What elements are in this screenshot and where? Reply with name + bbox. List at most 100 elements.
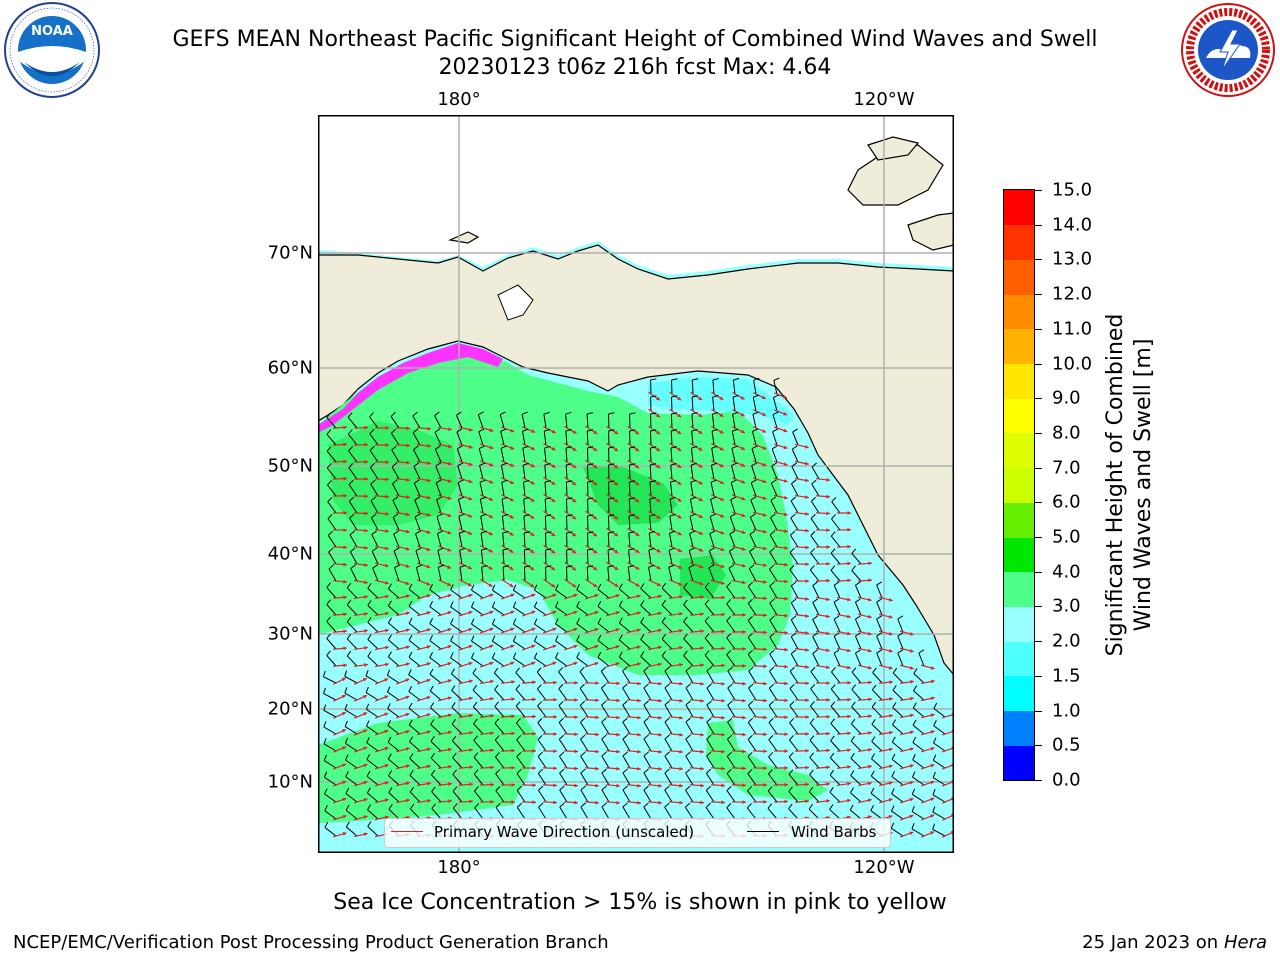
wind-barb (669, 513, 676, 531)
wind-barb (349, 513, 358, 531)
wave-direction-arrow (752, 749, 768, 754)
wind-barb (586, 565, 594, 582)
colorbar-tick-label: 12.0 (1052, 283, 1093, 305)
wind-barb (664, 734, 673, 752)
wind-barb (393, 547, 400, 565)
wind-barb (415, 564, 423, 582)
wave-direction-arrow (689, 595, 705, 600)
wind-barb (387, 651, 400, 667)
wave-field-max-central (583, 465, 678, 525)
wind-barb (367, 600, 379, 616)
wind-barb (580, 768, 589, 786)
lat-label-30n: 30°N (267, 623, 313, 645)
wind-barb (747, 786, 757, 803)
wave-direction-arrow (773, 494, 788, 500)
wind-barb (711, 428, 718, 446)
wave-direction-arrow (584, 627, 599, 634)
wind-barb (892, 719, 904, 735)
wind-barb (912, 719, 925, 735)
wave-direction-arrow (774, 392, 788, 399)
wave-direction-arrow (647, 732, 663, 737)
wave-direction-arrow (353, 579, 368, 585)
wave-direction-arrow (920, 814, 935, 821)
wave-direction-arrow (920, 747, 935, 753)
wind-barb (369, 412, 379, 429)
wind-barb (586, 548, 594, 565)
wave-direction-arrow (752, 715, 768, 720)
wave-direction-arrow (753, 392, 767, 400)
wind-barb (323, 754, 337, 769)
wind-barb (640, 651, 652, 667)
wave-direction-arrow (899, 730, 914, 736)
wind-barb (323, 738, 337, 752)
wind-barb (387, 634, 400, 650)
wave-direction-arrow (710, 579, 725, 585)
wind-barb (728, 564, 736, 582)
wave-direction-arrow (437, 747, 452, 753)
wind-barb (366, 787, 379, 803)
wave-direction-arrow (374, 579, 389, 585)
wave-direction-arrow (416, 460, 431, 465)
wave-direction-arrow (500, 610, 515, 617)
land-island-4 (907, 212, 954, 251)
wind-barb (871, 719, 883, 735)
wave-direction-arrow (731, 630, 747, 634)
wind-barb (516, 802, 526, 820)
wave-direction-arrow (668, 594, 683, 600)
wind-barb (622, 717, 631, 735)
wind-barb (664, 700, 673, 718)
wind-barb (810, 548, 820, 565)
wind-barb (854, 632, 862, 650)
wind-barb (437, 547, 444, 565)
wave-direction-arrow (374, 562, 389, 568)
wave-direction-arrow (731, 613, 747, 617)
wave-direction-arrow (794, 648, 809, 652)
wave-direction-arrow (395, 494, 410, 499)
wind-barb (643, 666, 652, 684)
wind-barb (932, 789, 946, 803)
wave-direction-arrow (773, 765, 789, 770)
wave-direction-arrow (353, 494, 369, 499)
wave-direction-arrow (689, 749, 705, 754)
wind-barb (558, 700, 568, 718)
coastal-lowwave-band (648, 377, 794, 425)
wind-barb (640, 583, 652, 599)
wave-direction-arrow (857, 561, 873, 566)
wind-barb (481, 564, 488, 582)
wave-direction-arrow (753, 426, 767, 433)
wave-direction-arrow (332, 814, 347, 821)
wind-barb (323, 721, 337, 735)
wave-direction-arrow (480, 578, 493, 588)
wind-barb (771, 445, 778, 463)
wind-barb (770, 479, 778, 497)
wave-direction-arrow (836, 781, 851, 787)
wind-barb (346, 650, 358, 667)
wave-direction-arrow (395, 764, 410, 770)
wave-direction-arrow (731, 647, 747, 651)
wave-direction-arrow (332, 832, 347, 838)
wind-barb (430, 736, 442, 752)
wind-barb (732, 377, 740, 395)
wave-direction-arrow (689, 646, 705, 651)
wind-barb (409, 753, 421, 769)
wave-direction-arrow (437, 782, 452, 786)
wind-barb (345, 787, 358, 803)
noaa-logo: NOAA (0, 0, 104, 100)
wind-barb (731, 462, 738, 480)
wave-direction-arrow (437, 477, 452, 483)
wind-barb (627, 564, 635, 582)
wave-direction-arrow (836, 765, 851, 769)
wave-direction-arrow (668, 611, 683, 617)
wind-barb (730, 479, 737, 497)
wave-direction-arrow (836, 714, 852, 719)
wave-direction-arrow (794, 460, 809, 466)
wave-direction-arrow (584, 661, 599, 668)
wind-barb (812, 598, 820, 616)
wind-barb (392, 496, 400, 514)
wave-direction-arrow (605, 698, 621, 703)
wind-barb (648, 564, 655, 582)
wind-barb (849, 804, 862, 820)
wind-barb (729, 530, 736, 548)
wave-direction-arrow (374, 425, 390, 430)
wind-barb (854, 598, 862, 616)
